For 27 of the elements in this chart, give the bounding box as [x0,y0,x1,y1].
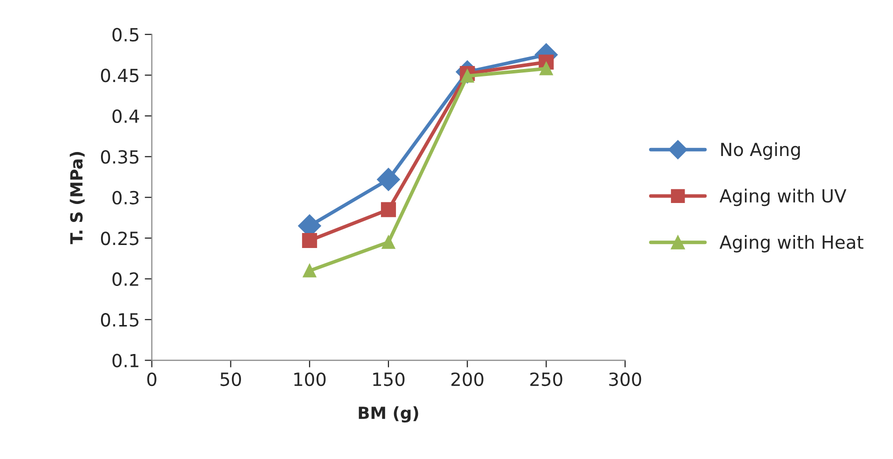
y-tick-label: 0.35 [100,150,138,164]
point [382,236,396,249]
legend-label: Aging with UV [720,188,846,206]
legend-label: No Aging [721,142,800,160]
y-tick-label: 0.25 [100,232,138,246]
point [380,202,396,218]
y-tick-label: 0.15 [100,313,138,327]
x-tick-label: 250 [530,372,562,386]
x-tick-label: 50 [220,372,241,386]
y-axis-title: T. S (MPa) [70,152,85,244]
x-tick-label: 100 [294,372,326,386]
y-tick-label: 0.1 [112,354,138,368]
y-tick-label: 0.3 [112,190,139,204]
x-tick-label: 0 [147,372,156,386]
y-tick-label: 0.4 [112,109,139,124]
point [540,62,553,76]
x-tick-label: 200 [451,372,484,386]
x-tick-label: 150 [373,372,404,386]
point [302,264,316,278]
x-tick-label: 300 [609,372,642,386]
y-tick-label: 0.5 [112,28,138,42]
y-tick-label: 0.45 [100,68,138,82]
y-tick-label: 0.2 [112,272,138,286]
legend-label: Aging with Heat [720,234,864,252]
x-axis-title: BM (g) [358,406,418,423]
point [376,168,400,191]
point [302,233,318,248]
